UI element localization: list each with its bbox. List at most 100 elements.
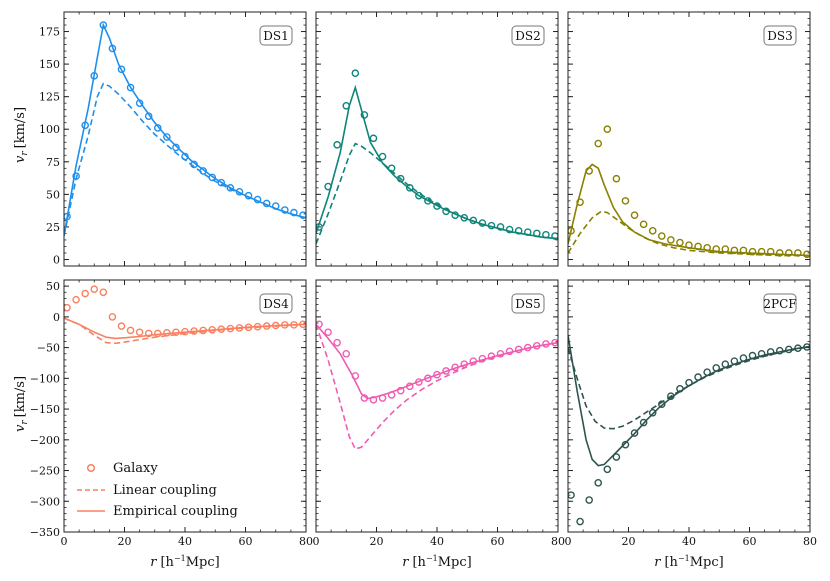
galaxy-point <box>271 321 280 330</box>
galaxy-point <box>387 391 396 399</box>
panel-grid: 0 25 50 75 100 125 150 175 DS1 DS2 DS3 0 20 40 60 80 −35… <box>30 11 817 548</box>
galaxy-point <box>803 343 810 351</box>
panel-label-ds3: DS3 <box>767 29 792 43</box>
galaxy-point <box>126 83 135 92</box>
galaxy-point <box>712 364 721 372</box>
galaxy-point <box>262 322 271 330</box>
galaxy-point <box>594 139 603 148</box>
galaxy-point <box>487 352 496 361</box>
galaxy-point <box>469 216 478 225</box>
galaxy-point <box>612 453 621 461</box>
x-tick-label: 20 <box>622 535 636 548</box>
series-group <box>316 320 558 450</box>
galaxy-point <box>108 313 117 321</box>
x-tick-label: 80 <box>299 535 313 548</box>
y-tick-label: 75 <box>46 156 60 169</box>
panel-label-box <box>259 25 293 46</box>
galaxy-point <box>603 465 612 474</box>
series-empirical-ds1 <box>64 22 306 237</box>
galaxy-point <box>630 429 639 437</box>
y-tick-label: −150 <box>30 403 60 416</box>
galaxy-point <box>514 345 523 354</box>
galaxy-point <box>351 69 360 78</box>
galaxy-point <box>442 207 450 216</box>
panel-ds2: DS2 <box>315 11 559 267</box>
galaxy-point <box>730 246 739 255</box>
galaxy-point <box>775 346 784 355</box>
galaxy-point <box>766 348 775 356</box>
galaxy-point <box>451 363 459 372</box>
galaxy-point <box>433 202 441 210</box>
galaxy-point <box>694 242 702 251</box>
galaxy-point <box>378 394 387 402</box>
galaxy-point <box>433 370 441 379</box>
panel-frame <box>315 279 559 533</box>
galaxy-point <box>415 378 423 386</box>
galaxy-point <box>405 184 414 192</box>
galaxy-point <box>360 394 369 402</box>
galaxy-point <box>342 101 351 110</box>
galaxy-point <box>324 328 332 337</box>
galaxy-point <box>639 418 648 427</box>
legend-empirical-label: Empirical coupling <box>113 504 238 519</box>
galaxy-point <box>144 112 153 121</box>
panel-ds5: 0 20 40 60 80 DS5 <box>313 279 565 548</box>
panel-frame <box>315 11 559 267</box>
galaxy-point <box>208 325 217 334</box>
galaxy-point <box>396 174 405 183</box>
legend-galaxy-label: Galaxy <box>113 461 158 476</box>
galaxy-point <box>676 238 684 247</box>
series-linear-ds5 <box>316 324 558 450</box>
galaxy-point <box>64 303 71 312</box>
x-tick-label: 20 <box>118 535 132 548</box>
galaxy-point <box>316 223 323 231</box>
galaxy-point <box>172 143 180 152</box>
galaxy-point <box>190 160 198 169</box>
galaxy-point <box>208 173 217 182</box>
galaxy-point <box>253 322 262 331</box>
galaxy-point <box>253 195 262 204</box>
galaxy-point <box>424 197 432 205</box>
galaxy-point <box>424 374 432 383</box>
x-tick-label: 60 <box>743 535 757 548</box>
galaxy-point <box>514 227 523 235</box>
galaxy-point <box>235 187 244 196</box>
galaxy-point <box>81 289 89 298</box>
galaxy-point <box>730 357 739 365</box>
galaxy-point <box>108 44 117 53</box>
x-tick-label: 60 <box>491 535 505 548</box>
galaxy-point <box>648 408 657 417</box>
galaxy-point <box>603 125 612 134</box>
galaxy-point <box>551 338 558 347</box>
galaxy-point <box>542 340 550 348</box>
panel-2pcf: 0 20 40 60 80 2PCF <box>565 279 817 548</box>
galaxy-point <box>505 347 514 356</box>
galaxy-point <box>785 345 793 354</box>
galaxy-point <box>748 247 757 256</box>
y-tick-label: −350 <box>30 526 60 539</box>
panel-label-box <box>511 25 545 46</box>
y-axis-label-bottom: vr[km/s] <box>13 376 30 432</box>
galaxy-point <box>505 225 514 234</box>
x-tick-label: 40 <box>430 535 444 548</box>
y-tick-label: 175 <box>39 26 60 39</box>
galaxy-point <box>153 124 162 132</box>
galaxy-point <box>794 344 802 353</box>
series-linear-ds3 <box>568 210 810 257</box>
galaxy-point <box>585 167 593 175</box>
legend: Galaxy Linear coupling Empirical couplin… <box>77 461 238 519</box>
y-tick-label: 50 <box>46 280 60 293</box>
galaxy-point <box>648 227 657 235</box>
series-linear-ds4 <box>64 317 306 345</box>
galaxy-point <box>721 245 730 253</box>
galaxy-point <box>721 360 730 369</box>
panel-label-ds4: DS4 <box>263 297 289 311</box>
galaxy-point <box>460 360 469 369</box>
legend-galaxy-marker <box>86 463 96 473</box>
galaxy-point <box>351 372 360 380</box>
galaxy-point <box>378 152 387 161</box>
panel-frame <box>63 279 307 533</box>
galaxy-point <box>568 227 575 235</box>
galaxy-point <box>360 111 369 119</box>
panel-frame <box>567 279 811 533</box>
